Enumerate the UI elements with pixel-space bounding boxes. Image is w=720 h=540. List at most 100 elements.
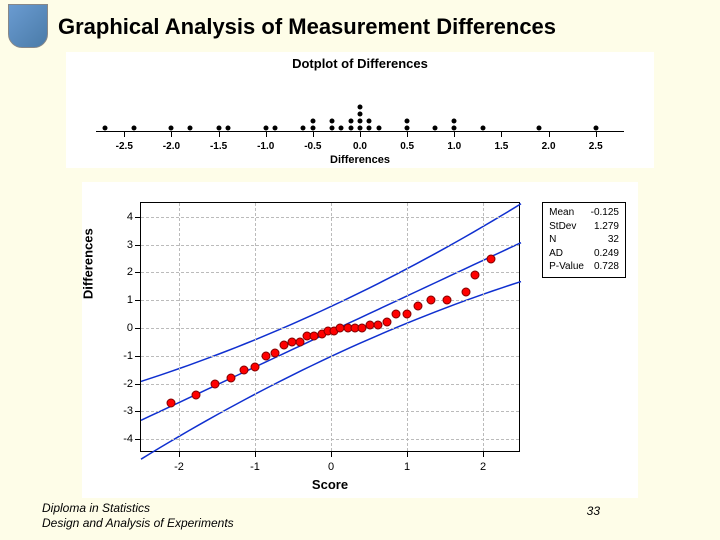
dotplot-chart: Dotplot of Differences -2.5-2.0-1.5-1.0-… xyxy=(66,52,654,168)
stats-row: P-Value0.728 xyxy=(549,260,619,274)
dotplot-tick xyxy=(266,132,267,137)
xtick xyxy=(407,451,408,457)
stats-value: 0.249 xyxy=(594,247,619,261)
ytick xyxy=(135,245,141,246)
stats-value: -0.125 xyxy=(591,206,619,220)
scatter-point xyxy=(383,318,392,327)
xtick-label: 0 xyxy=(328,461,334,473)
grid-h xyxy=(141,217,519,218)
slide-title: Graphical Analysis of Measurement Differ… xyxy=(58,14,556,40)
dotplot-xlabel: Differences xyxy=(66,154,654,166)
footer-line2: Design and Analysis of Experiments xyxy=(42,516,234,530)
scatter-plot-area: -4-3-2-101234-2-1012 xyxy=(140,202,520,452)
dotplot-point xyxy=(188,126,193,131)
dotplot-point xyxy=(329,119,334,124)
dotplot-tick-label: -2.0 xyxy=(163,141,180,152)
scatter-point xyxy=(239,365,248,374)
grid-h xyxy=(141,245,519,246)
xtick xyxy=(483,451,484,457)
stats-label: AD xyxy=(549,247,563,261)
ytick-label: -1 xyxy=(113,350,133,362)
stats-value: 1.279 xyxy=(594,220,619,234)
dotplot-point xyxy=(310,126,315,131)
scatter-point xyxy=(167,399,176,408)
dotplot-point xyxy=(593,126,598,131)
dotplot-point xyxy=(310,119,315,124)
ytick xyxy=(135,384,141,385)
dotplot-point xyxy=(348,126,353,131)
stats-legend: Mean-0.125StDev1.279N32AD0.249P-Value0.7… xyxy=(542,202,626,278)
grid-v xyxy=(255,203,256,451)
grid-v xyxy=(179,203,180,451)
dotplot-tick xyxy=(124,132,125,137)
xtick-label: -1 xyxy=(250,461,260,473)
scatter-point xyxy=(191,390,200,399)
dotplot-tick xyxy=(360,132,361,137)
ytick xyxy=(135,217,141,218)
dotplot-point xyxy=(358,119,363,124)
xtick-label: 2 xyxy=(480,461,486,473)
dotplot-tick xyxy=(501,132,502,137)
dotplot-point xyxy=(452,126,457,131)
scatter-point xyxy=(251,362,260,371)
dotplot-tick-label: -1.5 xyxy=(210,141,227,152)
stats-value: 32 xyxy=(608,233,619,247)
scatter-point xyxy=(270,349,279,358)
stats-label: P-Value xyxy=(549,260,584,274)
ytick xyxy=(135,328,141,329)
scatter-point xyxy=(374,321,383,330)
dotplot-tick xyxy=(171,132,172,137)
dotplot-point xyxy=(405,119,410,124)
scatter-point xyxy=(226,374,235,383)
dotplot-point xyxy=(103,126,108,131)
dotplot-point xyxy=(367,126,372,131)
dotplot-tick-label: 2.5 xyxy=(589,141,603,152)
xtick-label: -2 xyxy=(174,461,184,473)
xtick xyxy=(179,451,180,457)
grid-v xyxy=(483,203,484,451)
ytick-label: 4 xyxy=(113,211,133,223)
ytick-label: 0 xyxy=(113,322,133,334)
scatter-point xyxy=(427,296,436,305)
dotplot-tick-label: -2.5 xyxy=(116,141,133,152)
grid-h xyxy=(141,272,519,273)
ytick-label: -4 xyxy=(113,433,133,445)
scatter-point xyxy=(261,351,270,360)
ytick-label: 2 xyxy=(113,266,133,278)
dotplot-point xyxy=(216,126,221,131)
xtick xyxy=(255,451,256,457)
dotplot-tick xyxy=(313,132,314,137)
scatter-xlabel: Score xyxy=(140,477,520,492)
dotplot-tick xyxy=(549,132,550,137)
stats-row: N32 xyxy=(549,233,619,247)
grid-v xyxy=(407,203,408,451)
scatter-point xyxy=(471,271,480,280)
dotplot-point xyxy=(452,119,457,124)
dotplot-point xyxy=(405,126,410,131)
scatter-ylabel: Differences xyxy=(81,228,96,299)
dotplot-point xyxy=(348,119,353,124)
scatter-point xyxy=(462,287,471,296)
dotplot-point xyxy=(537,126,542,131)
dotplot-point xyxy=(273,126,278,131)
dotplot-point xyxy=(131,126,136,131)
ytick-label: -3 xyxy=(113,405,133,417)
footer-text: Diploma in Statistics Design and Analysi… xyxy=(42,501,234,530)
dotplot-point xyxy=(226,126,231,131)
dotplot-point xyxy=(329,126,334,131)
ytick xyxy=(135,272,141,273)
dotplot-point xyxy=(339,126,344,131)
institution-logo xyxy=(8,4,48,48)
dotplot-area: -2.5-2.0-1.5-1.0-0.50.00.51.01.52.02.5 xyxy=(96,76,624,132)
dotplot-tick xyxy=(219,132,220,137)
dotplot-point xyxy=(376,126,381,131)
dotplot-tick-label: 1.5 xyxy=(494,141,508,152)
footer-line1: Diploma in Statistics xyxy=(42,501,234,515)
ytick xyxy=(135,300,141,301)
dotplot-tick-label: -1.0 xyxy=(257,141,274,152)
scatter-point xyxy=(211,379,220,388)
dotplot-point xyxy=(358,126,363,131)
dotplot-tick xyxy=(407,132,408,137)
dotplot-tick xyxy=(596,132,597,137)
stats-label: Mean xyxy=(549,206,574,220)
